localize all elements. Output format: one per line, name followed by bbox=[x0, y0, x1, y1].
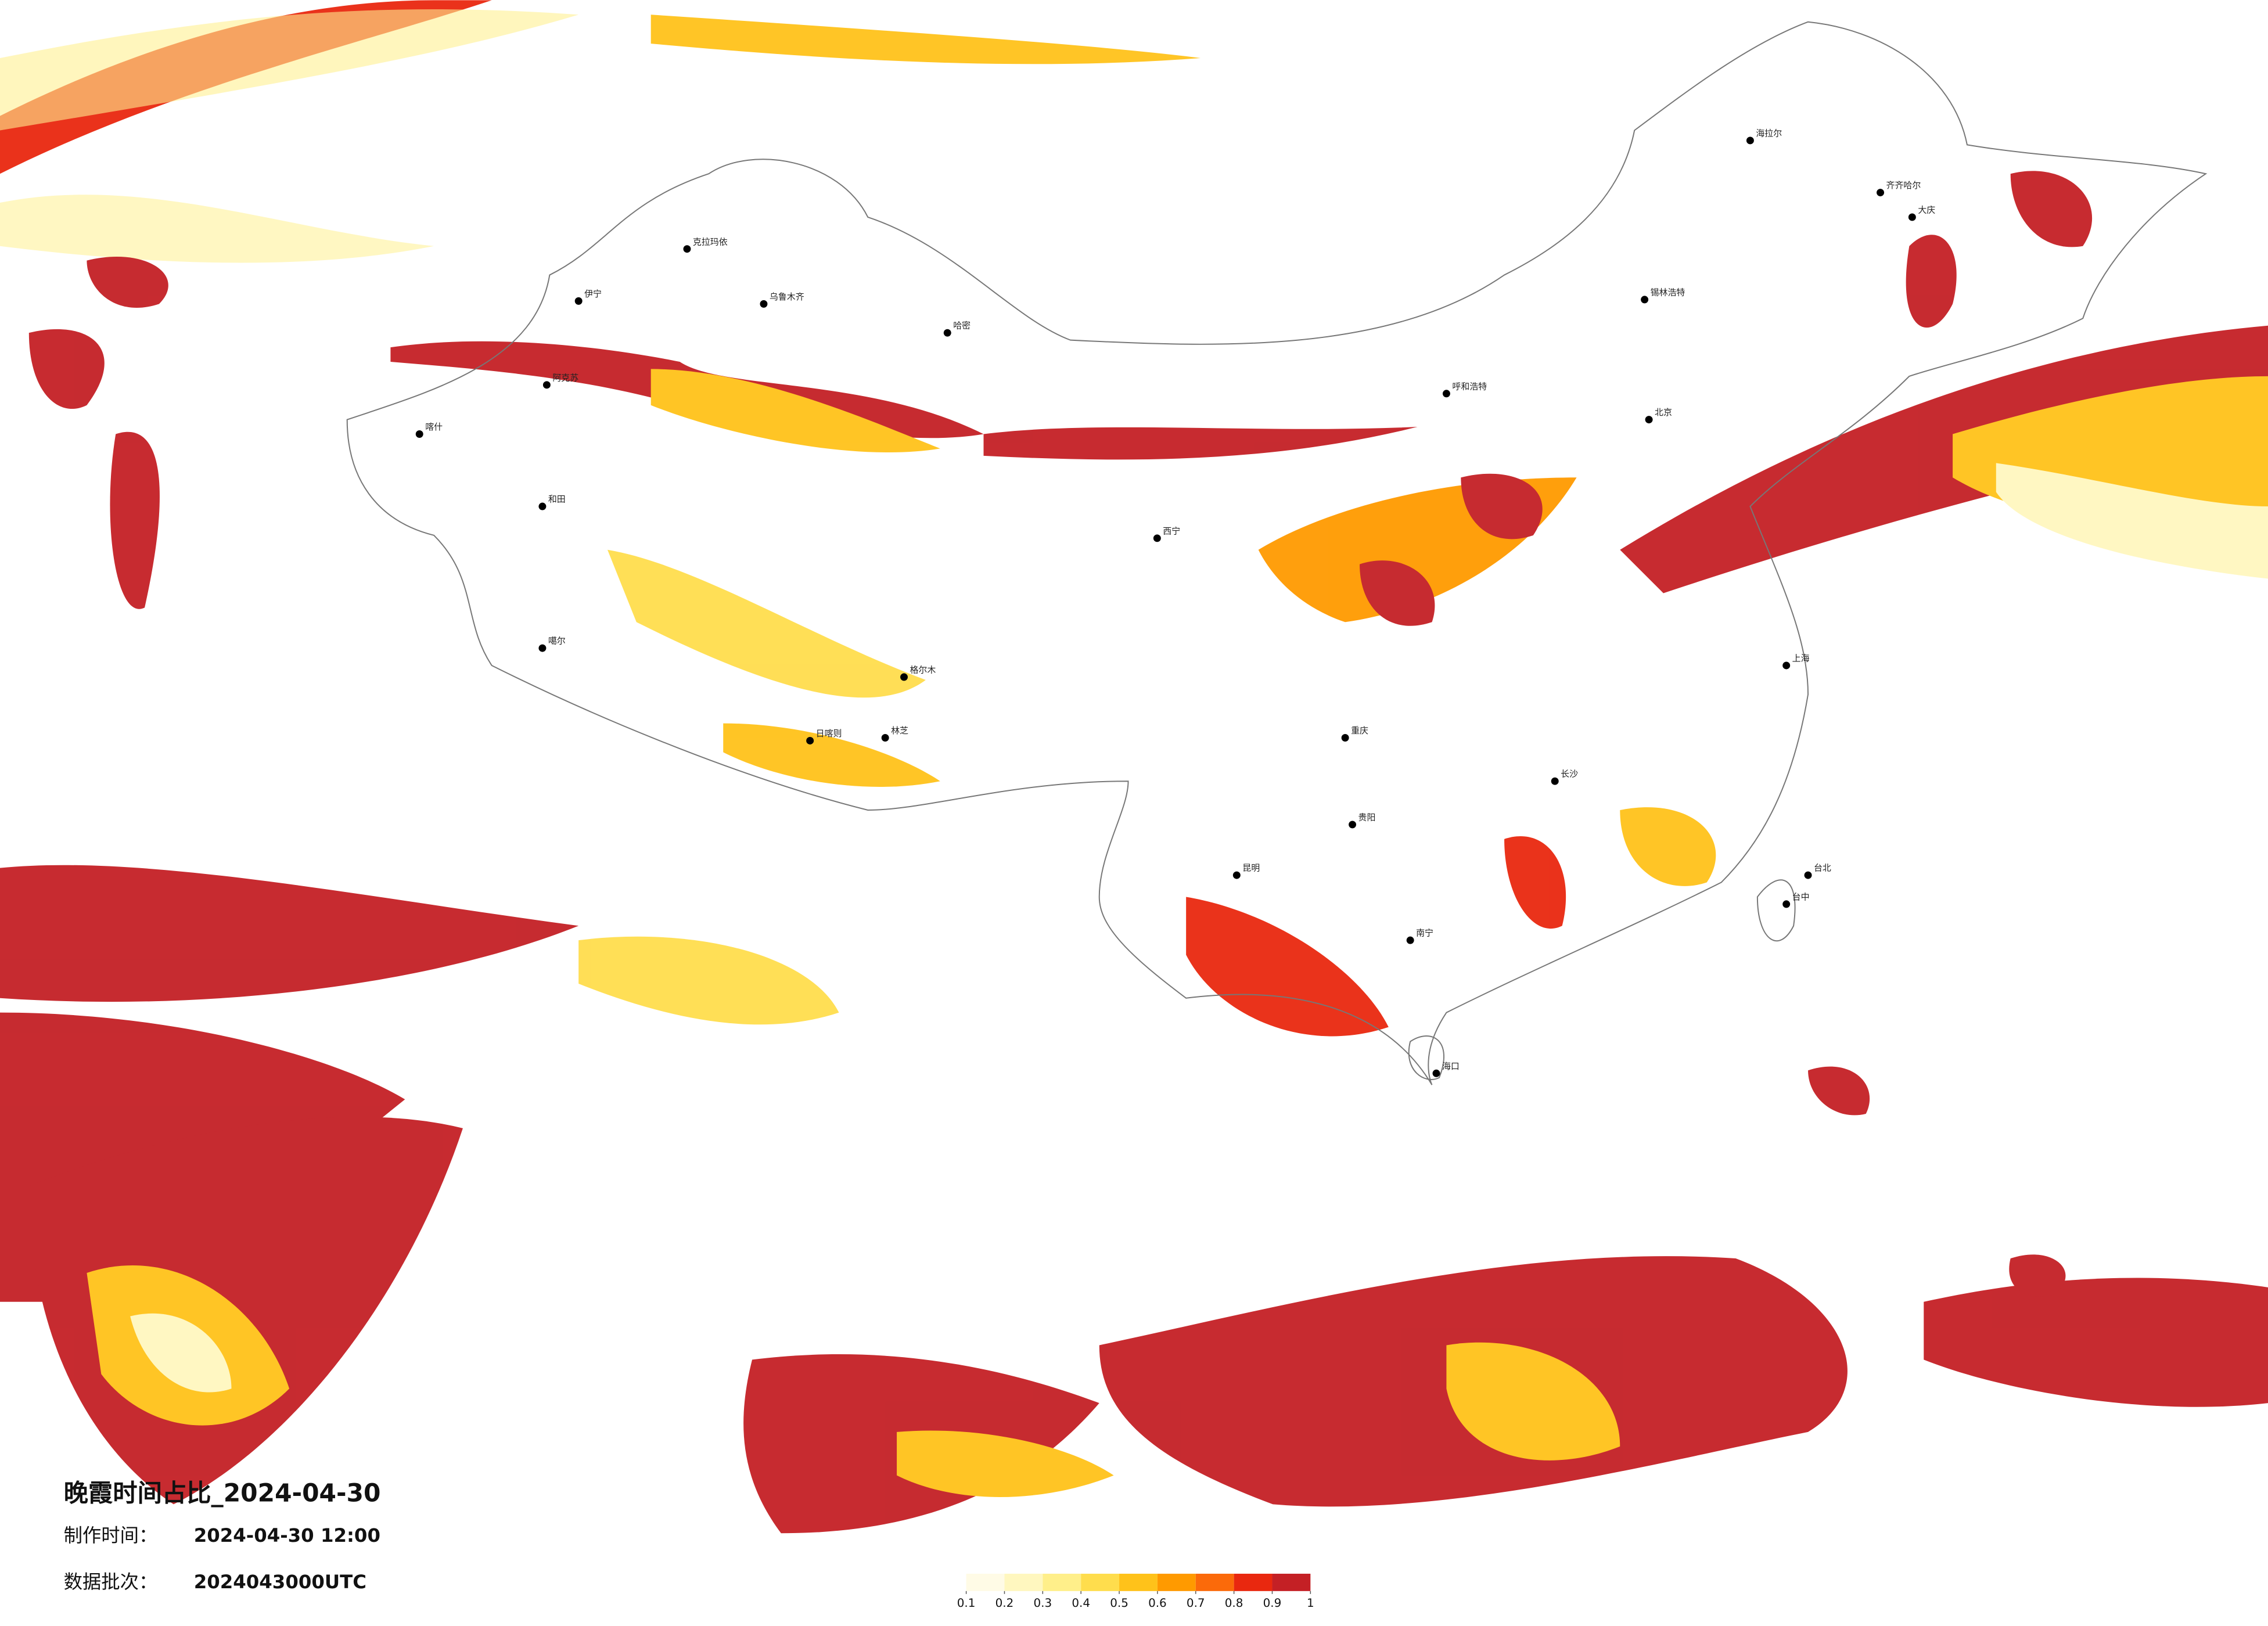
map-title: 晚霞时间占比_2024-04-30 bbox=[64, 1478, 381, 1507]
city-dot bbox=[574, 297, 583, 305]
city-dot bbox=[1908, 213, 1916, 221]
colorbar-tick-label: 0.8 bbox=[1225, 1596, 1243, 1610]
city-dot bbox=[943, 329, 951, 337]
city-label: 海拉尔 bbox=[1756, 128, 1782, 138]
city-label: 长沙 bbox=[1561, 769, 1578, 779]
city-dot bbox=[683, 245, 691, 253]
city-label: 上海 bbox=[1792, 653, 1810, 664]
city-label: 昆明 bbox=[1242, 863, 1260, 873]
city-label: 北京 bbox=[1655, 407, 1672, 418]
colorbar-swatch bbox=[1004, 1573, 1043, 1591]
city-dot bbox=[1432, 1069, 1440, 1077]
city-dot bbox=[542, 381, 551, 389]
city-dot bbox=[760, 300, 768, 308]
city-dot bbox=[1746, 136, 1754, 145]
city-dot bbox=[1804, 871, 1812, 879]
city-dot bbox=[1153, 534, 1161, 542]
colorbar-tick-label: 0.1 bbox=[957, 1596, 976, 1610]
city-dot bbox=[881, 734, 889, 742]
city-label: 呼和浩特 bbox=[1452, 381, 1487, 391]
colorbar-tick-label: 0.4 bbox=[1072, 1596, 1090, 1610]
city-label: 乌鲁木齐 bbox=[770, 292, 804, 302]
city-label: 南宁 bbox=[1416, 928, 1433, 938]
city-label: 喀什 bbox=[425, 422, 443, 432]
colorbar: 0.1 0.2 0.3 0.4 0.5 0.6 0.7 0.8 0.9 1 bbox=[957, 1573, 1314, 1610]
colorbar-tick-label: 0.3 bbox=[1033, 1596, 1052, 1610]
heat-field bbox=[0, 0, 2268, 1534]
made-label: 制作时间： bbox=[64, 1524, 158, 1546]
city-dot bbox=[1877, 189, 1885, 197]
colorbar-swatch bbox=[966, 1573, 1005, 1591]
info: 晚霞时间占比_2024-04-30 制作时间： 2024-04-30 12:00… bbox=[64, 1478, 381, 1592]
city-dot bbox=[1551, 777, 1559, 785]
city-label: 林芝 bbox=[891, 725, 908, 736]
colorbar-tick-label: 0.2 bbox=[995, 1596, 1014, 1610]
borders bbox=[346, 21, 2208, 1085]
city-label: 重庆 bbox=[1351, 725, 1368, 736]
city-label: 克拉玛依 bbox=[693, 236, 728, 247]
city-label: 海口 bbox=[1442, 1061, 1460, 1071]
batch: 2024043000UTC bbox=[194, 1571, 366, 1593]
city-label: 哈密 bbox=[953, 321, 971, 331]
city-label: 格尔木 bbox=[910, 664, 936, 675]
colorbar-swatch bbox=[1195, 1573, 1234, 1591]
city-dot bbox=[1406, 936, 1414, 944]
city-label: 西宁 bbox=[1163, 526, 1180, 536]
colorbar-swatch bbox=[1157, 1573, 1196, 1591]
city-label: 锡林浩特 bbox=[1651, 287, 1685, 297]
colorbar-tick-label: 0.9 bbox=[1263, 1596, 1282, 1610]
city-dot bbox=[1341, 734, 1349, 742]
city-label: 噶尔 bbox=[548, 636, 566, 646]
colorbar-tick-label: 0.7 bbox=[1187, 1596, 1205, 1610]
city-dot bbox=[1782, 661, 1791, 670]
city-dot bbox=[1641, 296, 1649, 304]
city-label: 和田 bbox=[548, 494, 566, 505]
colorbar-swatch bbox=[1272, 1573, 1311, 1591]
colorbar-swatch bbox=[1119, 1573, 1158, 1591]
city-dot bbox=[1349, 821, 1357, 829]
colorbar-tick-label: 1 bbox=[1307, 1596, 1314, 1610]
city-label: 日喀则 bbox=[816, 728, 842, 739]
city-dot bbox=[1442, 390, 1450, 398]
colorbar-swatch bbox=[1081, 1573, 1120, 1591]
colorbar-tick-label: 0.6 bbox=[1148, 1596, 1167, 1610]
city-dot bbox=[538, 502, 547, 510]
city-dot bbox=[806, 737, 814, 744]
colorbar-tick-label: 0.5 bbox=[1110, 1596, 1128, 1610]
city-label: 台中 bbox=[1792, 891, 1810, 902]
city-dot bbox=[415, 430, 423, 438]
colorbar-swatch bbox=[1234, 1573, 1273, 1591]
city-label: 伊宁 bbox=[584, 289, 602, 299]
city-dot bbox=[900, 673, 908, 681]
city-dot bbox=[1782, 900, 1791, 908]
city-dot bbox=[1645, 416, 1653, 424]
city-label: 台北 bbox=[1814, 863, 1831, 873]
city-label: 齐齐哈尔 bbox=[1886, 180, 1921, 190]
colorbar-swatch bbox=[1043, 1573, 1081, 1591]
batch-label: 数据批次： bbox=[64, 1571, 158, 1593]
city-label: 贵阳 bbox=[1358, 812, 1376, 822]
city-label: 大庆 bbox=[1918, 204, 1935, 215]
city-dot bbox=[538, 644, 547, 652]
city-label: 阿克苏 bbox=[552, 372, 578, 383]
city-dot bbox=[1232, 871, 1241, 879]
made-time: 2024-04-30 12:00 bbox=[194, 1524, 380, 1546]
